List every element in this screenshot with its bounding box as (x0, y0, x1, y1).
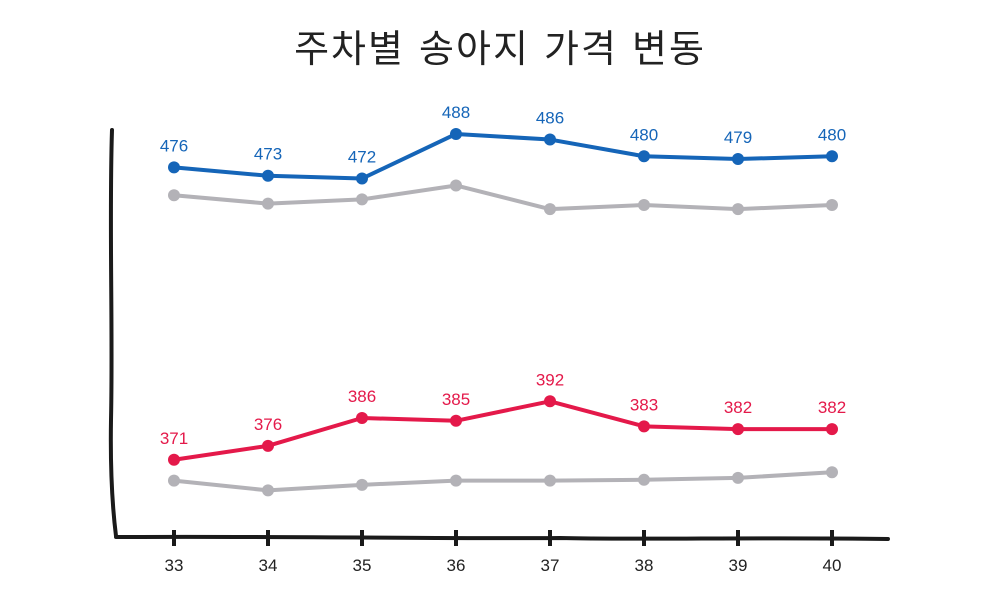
y-axis (108, 128, 118, 538)
data-label: 480 (818, 125, 846, 144)
x-tick-label: 34 (259, 556, 278, 575)
x-tick-label: 35 (353, 556, 372, 575)
data-label: 476 (160, 136, 188, 155)
data-point (356, 478, 368, 491)
data-point (168, 453, 180, 466)
series-line-3 (172, 399, 834, 462)
data-point (638, 150, 650, 163)
data-point (450, 414, 462, 427)
data-point (168, 189, 180, 202)
data-point (356, 193, 368, 206)
data-label: 382 (724, 398, 752, 417)
x-tick-label: 40 (823, 556, 842, 575)
data-point (826, 466, 838, 479)
data-label: 392 (536, 370, 564, 389)
chart-title: 주차별 송아지 가격 변동 (294, 27, 706, 71)
data-point (732, 153, 744, 166)
data-point (168, 161, 180, 174)
data-point (262, 439, 274, 452)
x-tick-label: 36 (447, 556, 466, 575)
data-label: 472 (348, 148, 376, 167)
data-point (638, 198, 650, 211)
data-label: 479 (724, 128, 752, 147)
data-label: 486 (536, 109, 564, 128)
data-point (450, 474, 462, 487)
x-tick-label: 37 (541, 556, 560, 575)
data-point (544, 474, 556, 487)
data-point (450, 179, 462, 192)
data-point (638, 420, 650, 433)
series-line-4 (172, 470, 834, 493)
data-point (262, 169, 274, 182)
data-point (638, 473, 650, 486)
data-point (544, 133, 556, 146)
data-label: 371 (160, 429, 188, 448)
data-point (826, 423, 838, 436)
data-point (826, 198, 838, 211)
data-point (544, 395, 556, 408)
data-label: 383 (630, 395, 658, 414)
data-point (356, 411, 368, 424)
x-tick-label: 39 (729, 556, 748, 575)
x-axis (114, 534, 890, 541)
data-label: 480 (630, 125, 658, 144)
data-label: 376 (254, 415, 282, 434)
data-point (544, 203, 556, 216)
data-label: 386 (348, 387, 376, 406)
series-line-2 (172, 183, 834, 212)
data-point (450, 127, 462, 140)
data-label: 488 (442, 103, 470, 122)
x-tick-label: 33 (165, 556, 184, 575)
data-point (732, 471, 744, 484)
data-point (262, 484, 274, 497)
data-label: 473 (254, 145, 282, 164)
data-label: 385 (442, 390, 470, 409)
data-point (732, 423, 744, 436)
data-point (168, 474, 180, 487)
data-point (262, 197, 274, 210)
x-tick-label: 38 (635, 556, 654, 575)
series-line-1 (172, 131, 834, 181)
data-label: 382 (818, 398, 846, 417)
data-point (826, 150, 838, 163)
data-point (356, 172, 368, 185)
data-point (732, 203, 744, 216)
